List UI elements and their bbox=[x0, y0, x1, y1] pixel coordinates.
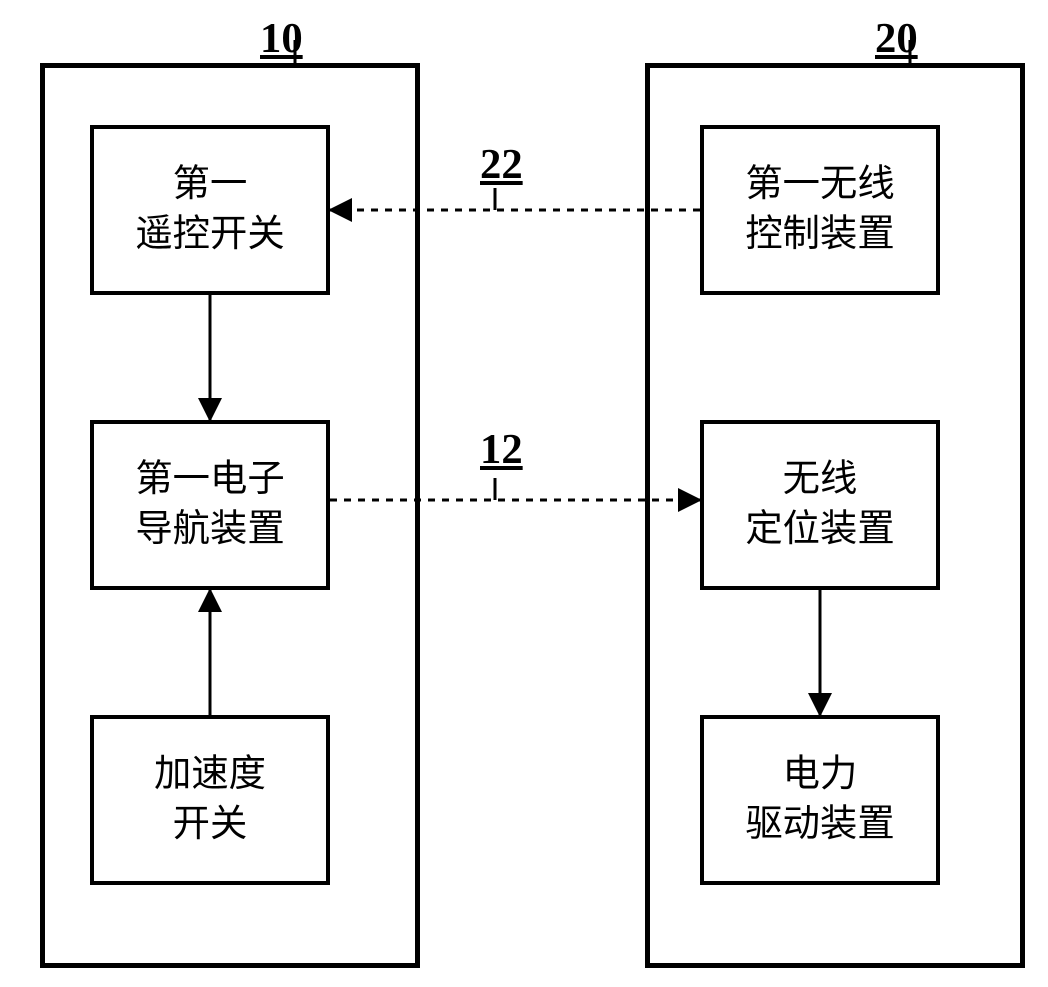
block-label-20: 20 bbox=[875, 14, 918, 63]
node-text-line: 驱动装置 bbox=[745, 800, 894, 850]
node-n10a: 第一遥控开关 bbox=[90, 125, 330, 295]
node-text-line: 第一 bbox=[173, 160, 248, 210]
node-text-line: 无线 bbox=[783, 455, 858, 505]
node-text-line: 导航装置 bbox=[135, 505, 284, 555]
node-n20b: 无线定位装置 bbox=[700, 420, 940, 590]
node-text-line: 控制装置 bbox=[745, 210, 894, 260]
node-text-line: 电力 bbox=[783, 750, 858, 800]
node-text-line: 开关 bbox=[173, 800, 248, 850]
node-text-line: 定位装置 bbox=[745, 505, 894, 555]
node-text-line: 第一电子 bbox=[135, 455, 284, 505]
node-text-line: 加速度 bbox=[154, 750, 266, 800]
node-n20a: 第一无线控制装置 bbox=[700, 125, 940, 295]
arrow-label-12: 12 bbox=[480, 425, 523, 474]
node-n10b: 第一电子导航装置 bbox=[90, 420, 330, 590]
block-label-10: 10 bbox=[260, 14, 303, 63]
node-n20c: 电力驱动装置 bbox=[700, 715, 940, 885]
node-text-line: 第一无线 bbox=[745, 160, 894, 210]
node-n10c: 加速度开关 bbox=[90, 715, 330, 885]
diagram-canvas: 10第一遥控开关第一电子导航装置加速度开关20第一无线控制装置无线定位装置电力驱… bbox=[0, 0, 1048, 987]
node-text-line: 遥控开关 bbox=[135, 210, 284, 260]
arrow-label-22: 22 bbox=[480, 140, 523, 189]
